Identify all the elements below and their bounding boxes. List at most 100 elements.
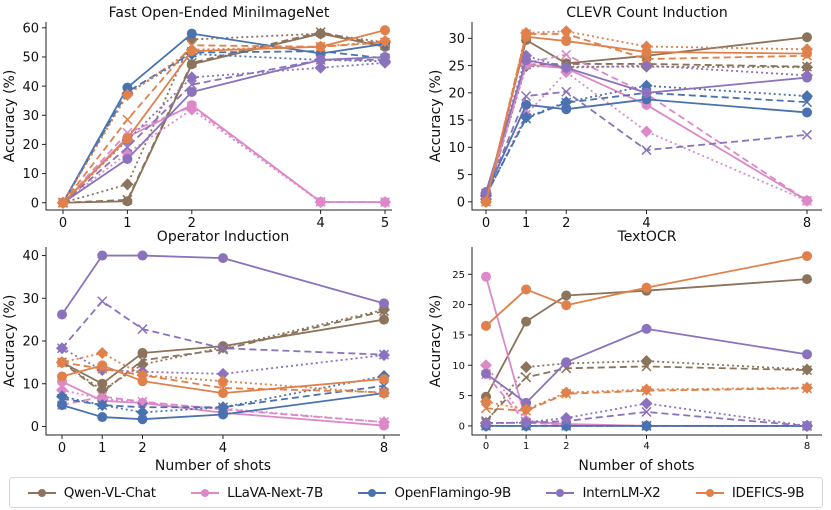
series-idefics-9b-solid <box>481 251 812 331</box>
data-point-diamond <box>379 34 391 47</box>
series-line <box>485 54 808 194</box>
data-point-diamond <box>520 361 533 374</box>
data-point-diamond <box>378 349 390 362</box>
data-point-diamond <box>640 79 653 92</box>
data-point-diamond <box>185 71 198 84</box>
data-point-circle <box>122 133 133 144</box>
x-tick-label: 1 <box>522 216 530 231</box>
data-point-diamond <box>640 355 653 368</box>
series-line <box>62 105 386 204</box>
series-line <box>485 71 808 202</box>
legend-label: Qwen-VL-Chat <box>63 484 156 501</box>
chart-panel-1: Fast Open-Ended MiniImageNet010203040506… <box>2 5 392 231</box>
y-axis-label: Accuracy (%) <box>2 295 18 388</box>
data-point-diamond <box>560 96 573 109</box>
x-tick-label: 0 <box>483 441 489 452</box>
data-point-circle <box>97 250 108 261</box>
y-tick-label: 0 <box>457 196 465 211</box>
data-point-circle <box>379 314 389 325</box>
chart-title: TextOCR <box>617 229 677 245</box>
data-point-circle <box>521 284 532 295</box>
series-line <box>61 254 385 316</box>
data-point-circle <box>57 400 67 411</box>
y-tick-label: 40 <box>22 249 39 264</box>
data-point-diamond <box>314 61 327 74</box>
data-point-diamond <box>640 419 653 432</box>
data-point-diamond <box>480 417 492 430</box>
data-point-x <box>97 296 108 307</box>
data-point-diamond <box>121 88 134 101</box>
data-point-circle <box>218 253 228 264</box>
data-point-diamond <box>96 346 109 359</box>
chart-panel-2: CLEVR Count Induction 0 5 10 15 20 25 30 0 1 2 4 8 Ac… <box>428 5 822 231</box>
y-tick-label: 20 <box>22 335 39 350</box>
series-line <box>62 58 385 204</box>
data-point-circle <box>481 368 491 379</box>
data-point-circle <box>137 414 148 425</box>
data-point-diamond <box>314 27 327 40</box>
series-line <box>61 352 385 395</box>
legend-item: InternLM-X2 <box>546 484 661 501</box>
data-point-diamond <box>520 26 533 39</box>
data-point-diamond <box>57 196 69 209</box>
y-tick-label: 60 <box>22 22 39 37</box>
data-point-diamond <box>801 61 813 74</box>
data-point-diamond <box>480 359 492 372</box>
series-openflamingo-9b-dotted <box>480 79 813 202</box>
data-point-diamond <box>520 403 533 416</box>
data-point-x <box>217 343 229 354</box>
data-point-diamond <box>136 369 149 382</box>
data-point-x <box>315 54 326 65</box>
series-line <box>62 50 386 204</box>
data-point-circle <box>57 371 67 382</box>
axis-spine <box>45 22 392 211</box>
data-point-diamond <box>560 25 573 38</box>
series-qwen-vl-chat-dotted <box>57 27 391 209</box>
legend-label: LLaVA-Next-7B <box>227 484 323 501</box>
data-point-diamond <box>185 103 198 116</box>
series-line <box>62 61 386 204</box>
data-point-x <box>561 86 572 97</box>
series-openflamingo-9b-dashed <box>57 46 391 208</box>
data-point-diamond <box>378 387 390 400</box>
series-line <box>485 360 808 424</box>
data-point-circle <box>481 320 491 331</box>
x-tick-label: 8 <box>380 441 388 456</box>
series-qwen-vl-chat-dashed <box>57 27 391 208</box>
legend-item: OpenFlamingo-9B <box>358 485 511 501</box>
legend-swatch-icon <box>27 487 56 499</box>
data-point-diamond <box>379 196 391 209</box>
series-internlm-x2-dotted <box>57 56 391 209</box>
data-point-diamond <box>217 367 229 380</box>
data-point-x <box>521 372 532 383</box>
data-point-diamond <box>217 375 229 388</box>
data-point-x <box>641 406 652 417</box>
figure: Fast Open-Ended MiniImageNet010203040506… <box>2 5 822 474</box>
data-point-circle <box>802 251 812 262</box>
data-point-x <box>801 50 813 61</box>
y-tick-label: 10 <box>22 167 39 182</box>
data-point-x <box>137 324 148 335</box>
data-point-diamond <box>640 383 653 396</box>
data-point-diamond <box>314 40 327 53</box>
chart-panel-3: Operator Induction 0 10 20 30 40 0 1 2 4 8 Accuracy… <box>2 229 400 474</box>
legend-label: InternLM-X2 <box>582 484 661 501</box>
data-point-diamond <box>801 69 813 82</box>
x-tick-label: 8 <box>803 216 811 231</box>
data-point-diamond <box>640 125 653 138</box>
axis-spine <box>471 247 822 436</box>
y-tick-label: 30 <box>22 109 39 124</box>
y-tick-label: 10 <box>448 141 465 156</box>
data-point-circle <box>521 397 532 408</box>
data-point-circle <box>379 374 389 385</box>
series-line <box>62 40 386 204</box>
data-point-diamond <box>520 416 533 429</box>
data-point-diamond <box>217 401 229 414</box>
x-axis-label: Number of shots <box>155 458 271 474</box>
series-line <box>485 30 808 203</box>
data-point-x <box>641 145 652 156</box>
data-point-circle <box>186 86 197 97</box>
y-tick-label: 40 <box>22 80 39 95</box>
data-point-diamond <box>56 390 68 403</box>
data-point-x <box>521 91 532 102</box>
